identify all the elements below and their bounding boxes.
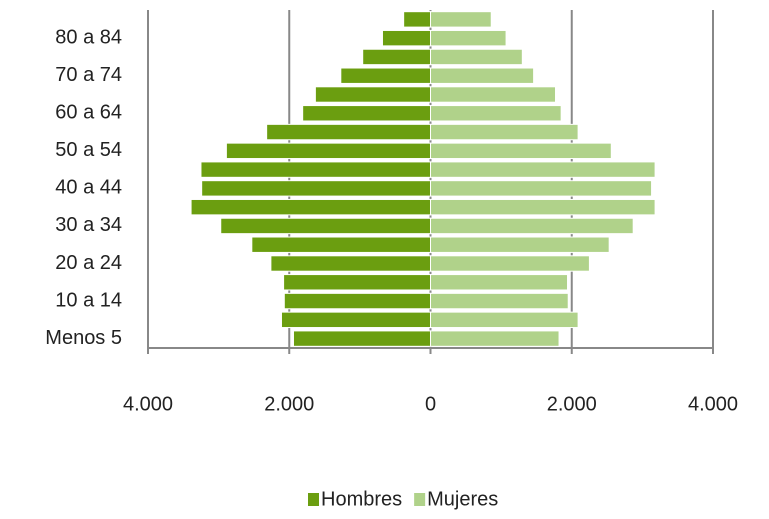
- bar: [280, 311, 432, 329]
- bar: [270, 255, 432, 272]
- bar: [430, 86, 557, 103]
- bar: [381, 29, 432, 47]
- y-tick-label: 20 a 24: [55, 252, 122, 274]
- bar: [220, 217, 431, 235]
- legend-swatch: [308, 493, 319, 506]
- legend-swatch: [414, 493, 426, 506]
- bar: [430, 161, 656, 178]
- bar: [430, 198, 656, 216]
- bar: [430, 67, 535, 84]
- legend-label: Mujeres: [427, 488, 498, 510]
- y-tick-label: 40 a 44: [55, 177, 122, 199]
- bar: [283, 274, 431, 291]
- x-tick-label: 2.000: [264, 393, 314, 415]
- bar: [430, 311, 579, 329]
- bar: [430, 123, 579, 141]
- bar: [362, 48, 432, 66]
- x-tick-label: 4.000: [688, 393, 738, 415]
- bar: [340, 67, 431, 84]
- y-tick-label: 60 a 64: [55, 102, 122, 124]
- bar: [283, 292, 431, 310]
- y-tick-label: Menos 5: [45, 327, 122, 349]
- y-tick-label: 70 a 74: [55, 64, 122, 86]
- bar: [430, 11, 492, 28]
- bar: [430, 292, 569, 310]
- x-tick-label: 2.000: [547, 393, 597, 415]
- bar: [251, 236, 431, 253]
- x-tick-label: 4.000: [123, 393, 173, 415]
- bar: [430, 255, 590, 272]
- bar: [430, 274, 569, 291]
- bar: [314, 86, 432, 103]
- bar: [200, 161, 431, 178]
- bar: [403, 11, 432, 28]
- y-tick-label: 50 a 54: [55, 139, 122, 161]
- bar: [430, 142, 612, 160]
- bar: [266, 123, 431, 141]
- bar: [430, 29, 507, 47]
- legend-label: Hombres: [321, 488, 402, 510]
- bar: [430, 217, 634, 235]
- bar: [430, 330, 560, 347]
- y-tick-label: 30 a 34: [55, 214, 122, 236]
- bar: [201, 180, 431, 197]
- bar: [430, 180, 653, 197]
- bar: [430, 236, 610, 253]
- x-tick-label: 0: [425, 393, 436, 415]
- bar: [302, 105, 432, 122]
- y-tick-label: 80 a 84: [55, 26, 122, 48]
- bar: [225, 142, 431, 160]
- bar: [190, 198, 431, 216]
- y-tick-label: 10 a 14: [55, 289, 122, 311]
- bar: [430, 48, 523, 66]
- bar: [292, 330, 431, 347]
- bar: [430, 105, 562, 122]
